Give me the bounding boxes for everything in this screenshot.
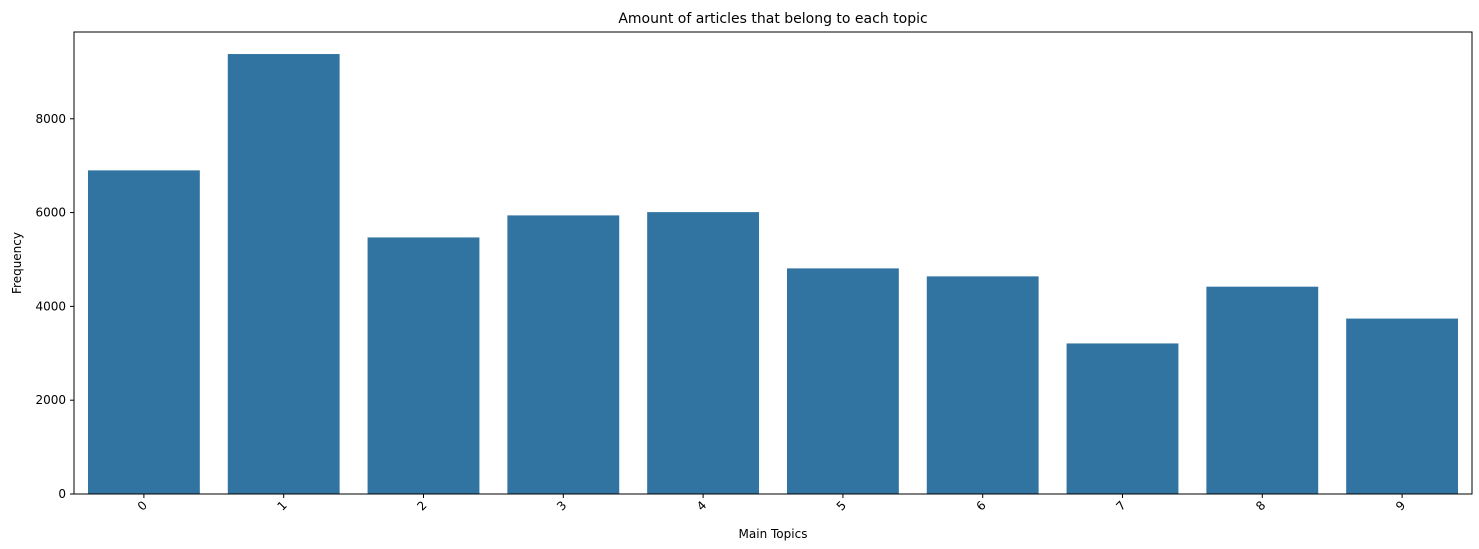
x-tick-label: 2	[414, 498, 429, 513]
x-tick-label: 3	[554, 498, 569, 513]
plot-frame	[73, 31, 1473, 495]
plot-area	[73, 31, 1473, 495]
x-tick-label: 0	[135, 498, 150, 513]
x-tick-label: 5	[834, 498, 849, 513]
bar-topic-5	[786, 268, 899, 494]
y-tick-label: 8000	[35, 112, 66, 126]
x-tick-label: 8	[1253, 498, 1268, 513]
x-tick-label: 4	[694, 498, 709, 513]
y-axis-label: Frequency	[10, 232, 24, 294]
y-tick-label: 6000	[35, 206, 66, 220]
bar-topic-1	[227, 54, 340, 494]
x-tick-label: 7	[1113, 498, 1128, 513]
x-tick-label: 1	[275, 498, 290, 513]
bar-topic-2	[367, 237, 480, 494]
bar-topic-3	[507, 215, 620, 494]
x-tick-label: 9	[1393, 498, 1408, 513]
bar-topic-4	[647, 212, 760, 495]
chart-title: Amount of articles that belong to each t…	[618, 11, 927, 27]
bars	[87, 54, 1459, 495]
bar-topic-9	[1346, 318, 1459, 494]
y-tick-label: 4000	[35, 299, 66, 313]
bar-topic-7	[1066, 343, 1179, 494]
bar-topic-8	[1206, 286, 1319, 494]
y-tick-label: 2000	[35, 393, 66, 407]
y-tick-label: 0	[58, 487, 66, 501]
bar-topic-6	[926, 276, 1039, 494]
x-tick-label: 6	[974, 498, 989, 513]
x-axis-label: Main Topics	[739, 527, 808, 541]
x-axis: 0 1 2 3 4 5 6 7 8 9	[135, 494, 1408, 514]
bar-topic-0	[87, 170, 200, 494]
y-axis: 0 2000 4000 6000 8000	[35, 112, 74, 501]
